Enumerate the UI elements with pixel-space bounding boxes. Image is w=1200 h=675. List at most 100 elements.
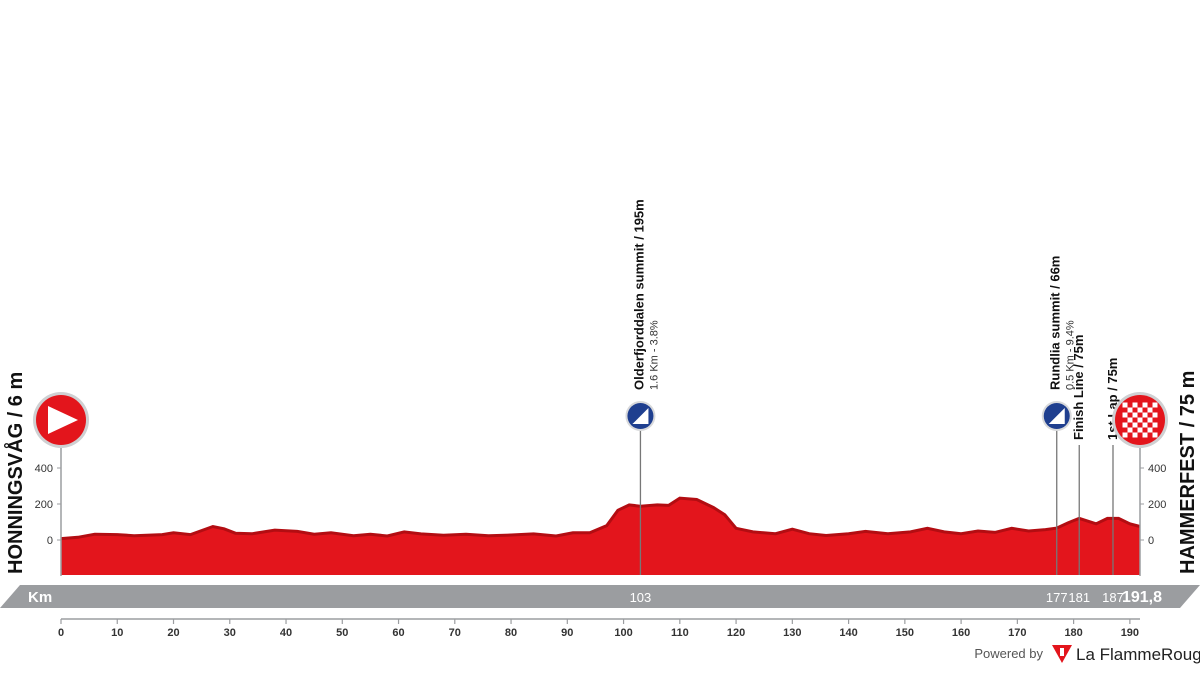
checker-cell xyxy=(1142,407,1148,413)
climb-label: Rundlia summit / 66m xyxy=(1048,256,1063,390)
checker-cell xyxy=(1152,432,1158,438)
checker-cell xyxy=(1127,427,1133,433)
checker-cell xyxy=(1137,417,1143,423)
checker-cell xyxy=(1127,407,1133,413)
x-tick-label: 0 xyxy=(58,627,64,639)
checker-cell xyxy=(1152,422,1158,428)
x-tick-label: 50 xyxy=(336,627,348,639)
climb-icon-slope xyxy=(1048,408,1065,424)
checker-cell xyxy=(1152,402,1158,408)
x-tick-label: 70 xyxy=(449,627,461,639)
y-tick-label-right: 0 xyxy=(1148,535,1154,547)
checker-cell xyxy=(1137,432,1143,438)
km-bar-label-181: 181 xyxy=(1068,590,1090,605)
left-elevation-axis: 0 200 400 xyxy=(35,463,61,547)
checker-cell xyxy=(1132,427,1138,433)
profile-area xyxy=(61,498,1140,575)
x-tick-label: 160 xyxy=(952,627,970,639)
x-tick-label: 60 xyxy=(392,627,404,639)
checker-cell xyxy=(1127,412,1133,418)
right-elevation-axis: 0 200 400 xyxy=(1140,463,1166,547)
checker-cell xyxy=(1132,422,1138,428)
x-tick-label: 40 xyxy=(280,627,292,639)
checker-cell xyxy=(1137,412,1143,418)
start-title: HONNINGSVÅG / 6 m xyxy=(3,372,27,574)
checker-cell xyxy=(1142,412,1148,418)
x-tick-label: 110 xyxy=(671,627,689,639)
km-bar-label-103: 103 xyxy=(630,590,652,605)
powered-by-text: Powered by xyxy=(974,646,1043,661)
checker-cell xyxy=(1122,417,1128,423)
checker-cell xyxy=(1152,412,1158,418)
x-tick-label: 90 xyxy=(561,627,573,639)
checker-cell xyxy=(1137,427,1143,433)
checker-cell xyxy=(1152,407,1158,413)
y-tick-label-left: 200 xyxy=(35,499,53,511)
y-tick-label-right: 400 xyxy=(1148,463,1166,475)
km-bar xyxy=(0,585,1200,608)
km-bar-label: Km xyxy=(28,589,52,606)
profile-area-group xyxy=(60,496,1141,575)
checker-cell xyxy=(1132,412,1138,418)
x-tick-label: 30 xyxy=(224,627,236,639)
checker-cell xyxy=(1152,417,1158,423)
checker-cell xyxy=(1147,417,1153,423)
checker-cell xyxy=(1142,422,1148,428)
km-bar-labels: 103 177 181 187 xyxy=(630,590,1124,605)
climb-sublabel: 0.5 Km - 9.4% xyxy=(1065,320,1077,390)
waypoint-label: Finish Line / 75m xyxy=(1071,335,1086,440)
y-tick-label-left: 0 xyxy=(47,535,53,547)
x-tick-label: 190 xyxy=(1121,627,1139,639)
climb-icon-slope xyxy=(632,408,649,424)
checker-cell xyxy=(1122,422,1128,428)
checker-cell xyxy=(1137,402,1143,408)
checker-cell xyxy=(1122,407,1128,413)
checker-cell xyxy=(1122,402,1128,408)
x-tick-label: 170 xyxy=(1008,627,1026,639)
checker-cell xyxy=(1137,422,1143,428)
x-tick-label: 180 xyxy=(1064,627,1082,639)
checker-cell xyxy=(1127,417,1133,423)
checker-cell xyxy=(1122,412,1128,418)
checker-cell xyxy=(1122,427,1128,433)
climb-label: Olderfjorddalen summit / 195m xyxy=(631,199,646,390)
checker-cell xyxy=(1127,422,1133,428)
km-bar-total: 191,8 xyxy=(1122,589,1162,606)
finish-icon xyxy=(1112,392,1168,448)
x-tick-label: 120 xyxy=(727,627,745,639)
checker-cell xyxy=(1147,427,1153,433)
checker-cell xyxy=(1147,402,1153,408)
km-bar-label-177: 177 xyxy=(1046,590,1068,605)
x-tick-label: 140 xyxy=(839,627,857,639)
checker-cell xyxy=(1132,402,1138,408)
finish-title: HAMMERFEST / 75 m xyxy=(1177,371,1199,574)
checker-cell xyxy=(1147,407,1153,413)
x-tick-label: 80 xyxy=(505,627,517,639)
checker-cell xyxy=(1127,402,1133,408)
distance-axis: 0 10 20 30 40 50 60 70 80 90 100 110 120 130 140 150 160… xyxy=(58,618,1140,639)
checker-cell xyxy=(1147,432,1153,438)
km-bar-label-187: 187 xyxy=(1102,590,1124,605)
checker-cell xyxy=(1132,407,1138,413)
checker-cell xyxy=(1147,412,1153,418)
y-tick-label-left: 400 xyxy=(35,463,53,475)
flamme-rouge-logo-icon xyxy=(1052,645,1072,663)
checker-cell xyxy=(1147,422,1153,428)
y-tick-label-right: 200 xyxy=(1148,499,1166,511)
start-icon xyxy=(33,392,89,448)
brand-name: La FlammeRouge xyxy=(1076,645,1200,664)
x-tick-label: 10 xyxy=(111,627,123,639)
x-tick-label: 130 xyxy=(783,627,801,639)
checker-cell xyxy=(1152,427,1158,433)
x-tick-label: 100 xyxy=(614,627,632,639)
checker-cell xyxy=(1142,427,1148,433)
checker-cell xyxy=(1142,417,1148,423)
checker-cell xyxy=(1132,432,1138,438)
x-tick-label: 20 xyxy=(167,627,179,639)
climb-sublabel: 1.6 Km - 3.8% xyxy=(648,320,660,390)
checker-cell xyxy=(1137,407,1143,413)
checker-cell xyxy=(1142,402,1148,408)
checker-cell xyxy=(1122,432,1128,438)
